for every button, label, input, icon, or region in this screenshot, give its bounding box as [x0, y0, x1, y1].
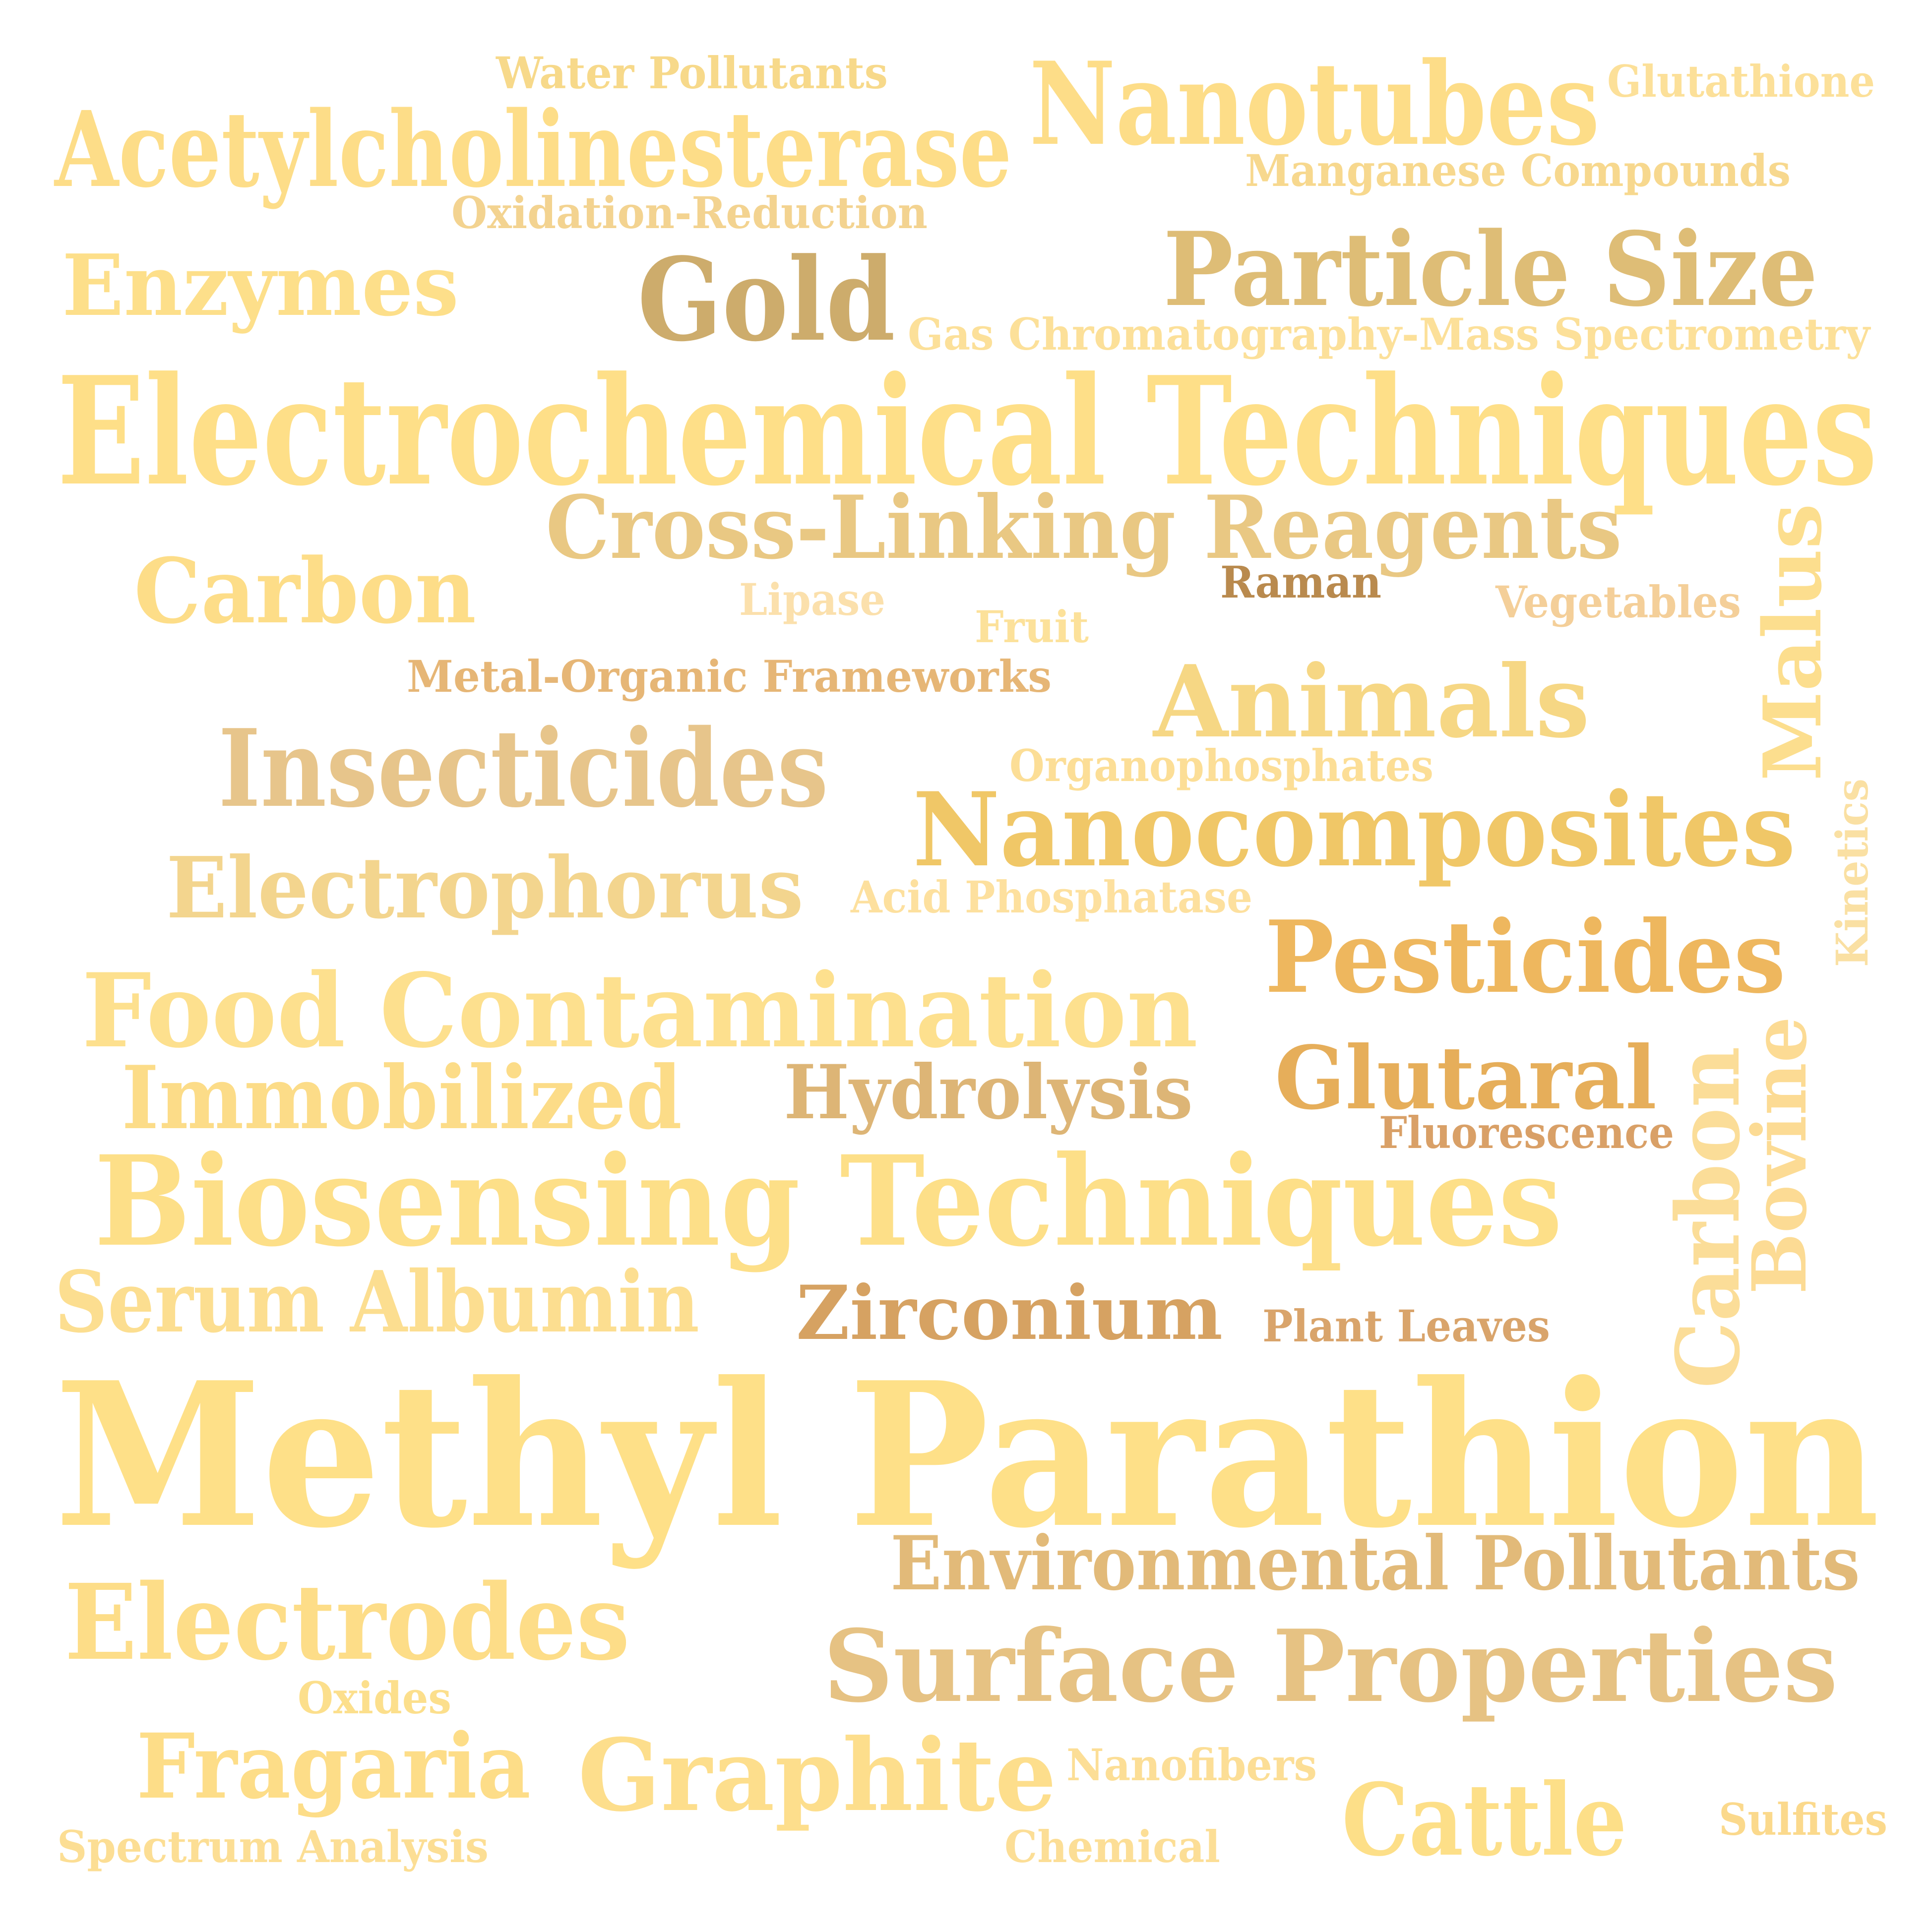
word-biosensing-techniques: Biosensing Techniques — [94, 1128, 1562, 1274]
word-surface-properties: Surface Properties — [823, 1608, 1838, 1725]
word-bovine: Bovine — [1736, 1017, 1823, 1294]
word-chemical: Chemical — [1004, 1821, 1220, 1872]
word-nanotubes: Nanotubes — [1029, 37, 1600, 171]
word-cattle: Cattle — [1342, 1762, 1627, 1878]
word-pesticides: Pesticides — [1265, 899, 1786, 1016]
word-carbon-1: Carbon — [134, 539, 476, 644]
word-glutathione: Glutathione — [1607, 56, 1875, 107]
word-carbon-2: Carbon — [1658, 1046, 1759, 1389]
word-electrochemical-techniques: Electrochemical Techniques — [57, 344, 1877, 519]
word-enzymes: Enzymes — [62, 236, 459, 335]
word-nanocomposites: Nanocomposites — [913, 771, 1796, 890]
word-cross-linking-reagents: Cross-Linking Reagents — [546, 477, 1622, 579]
word-electrophorus: Electrophorus — [166, 839, 804, 938]
word-acetylcholinesterase: Acetylcholinesterase — [54, 88, 1012, 211]
word-sulfites: Sulfites — [1719, 1794, 1887, 1845]
word-manganese-compounds: Manganese Compounds — [1245, 145, 1791, 196]
word-hydrolysis: Hydrolysis — [784, 1049, 1193, 1136]
word-nanofibers: Nanofibers — [1066, 1739, 1317, 1791]
word-particle-size: Particle Size — [1163, 210, 1818, 329]
word-kinetics: Kinetics — [1826, 779, 1878, 967]
word-graphite: Graphite — [578, 1717, 1057, 1834]
word-oxides: Oxides — [298, 1672, 451, 1724]
word-acid-phosphatase: Acid Phosphatase — [850, 871, 1252, 923]
word-oxidation-reduction: Oxidation-Reduction — [451, 187, 928, 239]
word-organophosphates: Organophosphates — [1009, 740, 1433, 791]
word-vegetables: Vegetables — [1495, 576, 1741, 628]
word-lipase: Lipase — [739, 574, 885, 625]
word-animals: Animals — [1152, 644, 1590, 760]
word-malus: Malus — [1746, 503, 1839, 781]
word-plant-leaves: Plant Leaves — [1262, 1300, 1550, 1352]
word-immobilized: Immobilized — [122, 1047, 682, 1149]
word-gas-chromatography: Gas Chromatography-Mass Spectrometry — [908, 308, 1871, 360]
word-fluorescence: Fluorescence — [1379, 1107, 1674, 1158]
word-environmental-pollutants: Environmental Pollutants — [890, 1520, 1860, 1607]
word-zirconium: Zirconium — [796, 1269, 1223, 1357]
word-serum-albumin: Serum Albumin — [55, 1253, 699, 1352]
word-electrodes: Electrodes — [64, 1561, 630, 1684]
word-raman: Raman — [1220, 556, 1381, 608]
word-water-pollutants: Water Pollutants — [496, 47, 888, 99]
word-fruit: Fruit — [975, 601, 1089, 653]
word-spectrum-analysis: Spectrum Analysis — [57, 1821, 489, 1872]
word-insecticides: Insecticides — [218, 706, 828, 831]
word-fragaria: Fragaria — [136, 1714, 531, 1819]
word-food-contamination: Food Contamination — [82, 952, 1198, 1071]
word-glutaral: Glutaral — [1275, 1027, 1657, 1129]
word-metal-organic-frameworks: Metal-Organic Frameworks — [407, 651, 1052, 702]
word-gold: Gold — [637, 233, 895, 367]
word-methyl-parathion: Methyl Parathion — [55, 1339, 1880, 1572]
